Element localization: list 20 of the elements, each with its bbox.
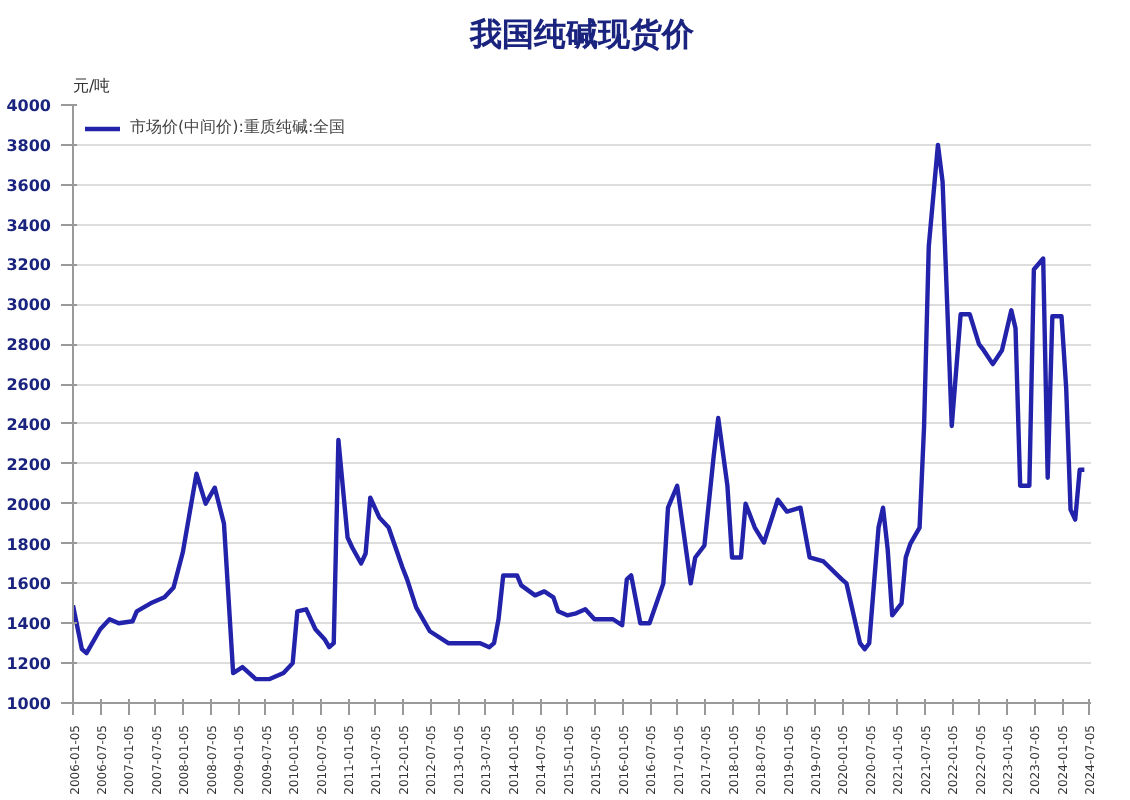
y-tick-label: 2600 — [6, 376, 52, 395]
y-tick-label: 1400 — [6, 615, 52, 634]
y-tick-label: 3200 — [6, 256, 52, 275]
y-tick-label: 3600 — [6, 176, 52, 195]
y-tick-label: 2400 — [6, 415, 52, 434]
legend-label: 市场价(中间价):重质纯碱:全国 — [130, 116, 346, 138]
line-series — [73, 142, 1087, 682]
y-tick-label: 2200 — [6, 455, 52, 474]
y-tick-label: 4000 — [6, 97, 52, 115]
chart-title: 我国纯碱现货价 — [468, 15, 696, 53]
y-axis-title: 元/吨 — [73, 77, 111, 95]
y-tick-label: 1000 — [6, 695, 52, 713]
y-tick-label: 3400 — [6, 216, 52, 235]
y-tick-label: 3800 — [6, 136, 52, 155]
y-tick-label: 2800 — [6, 336, 52, 355]
y-tick-label: 1600 — [6, 575, 52, 594]
y-tick-label: 2000 — [6, 495, 52, 514]
y-tick-label: 1200 — [6, 655, 52, 674]
y-tick-label: 3000 — [6, 296, 52, 315]
y-tick-label: 1800 — [6, 535, 52, 554]
